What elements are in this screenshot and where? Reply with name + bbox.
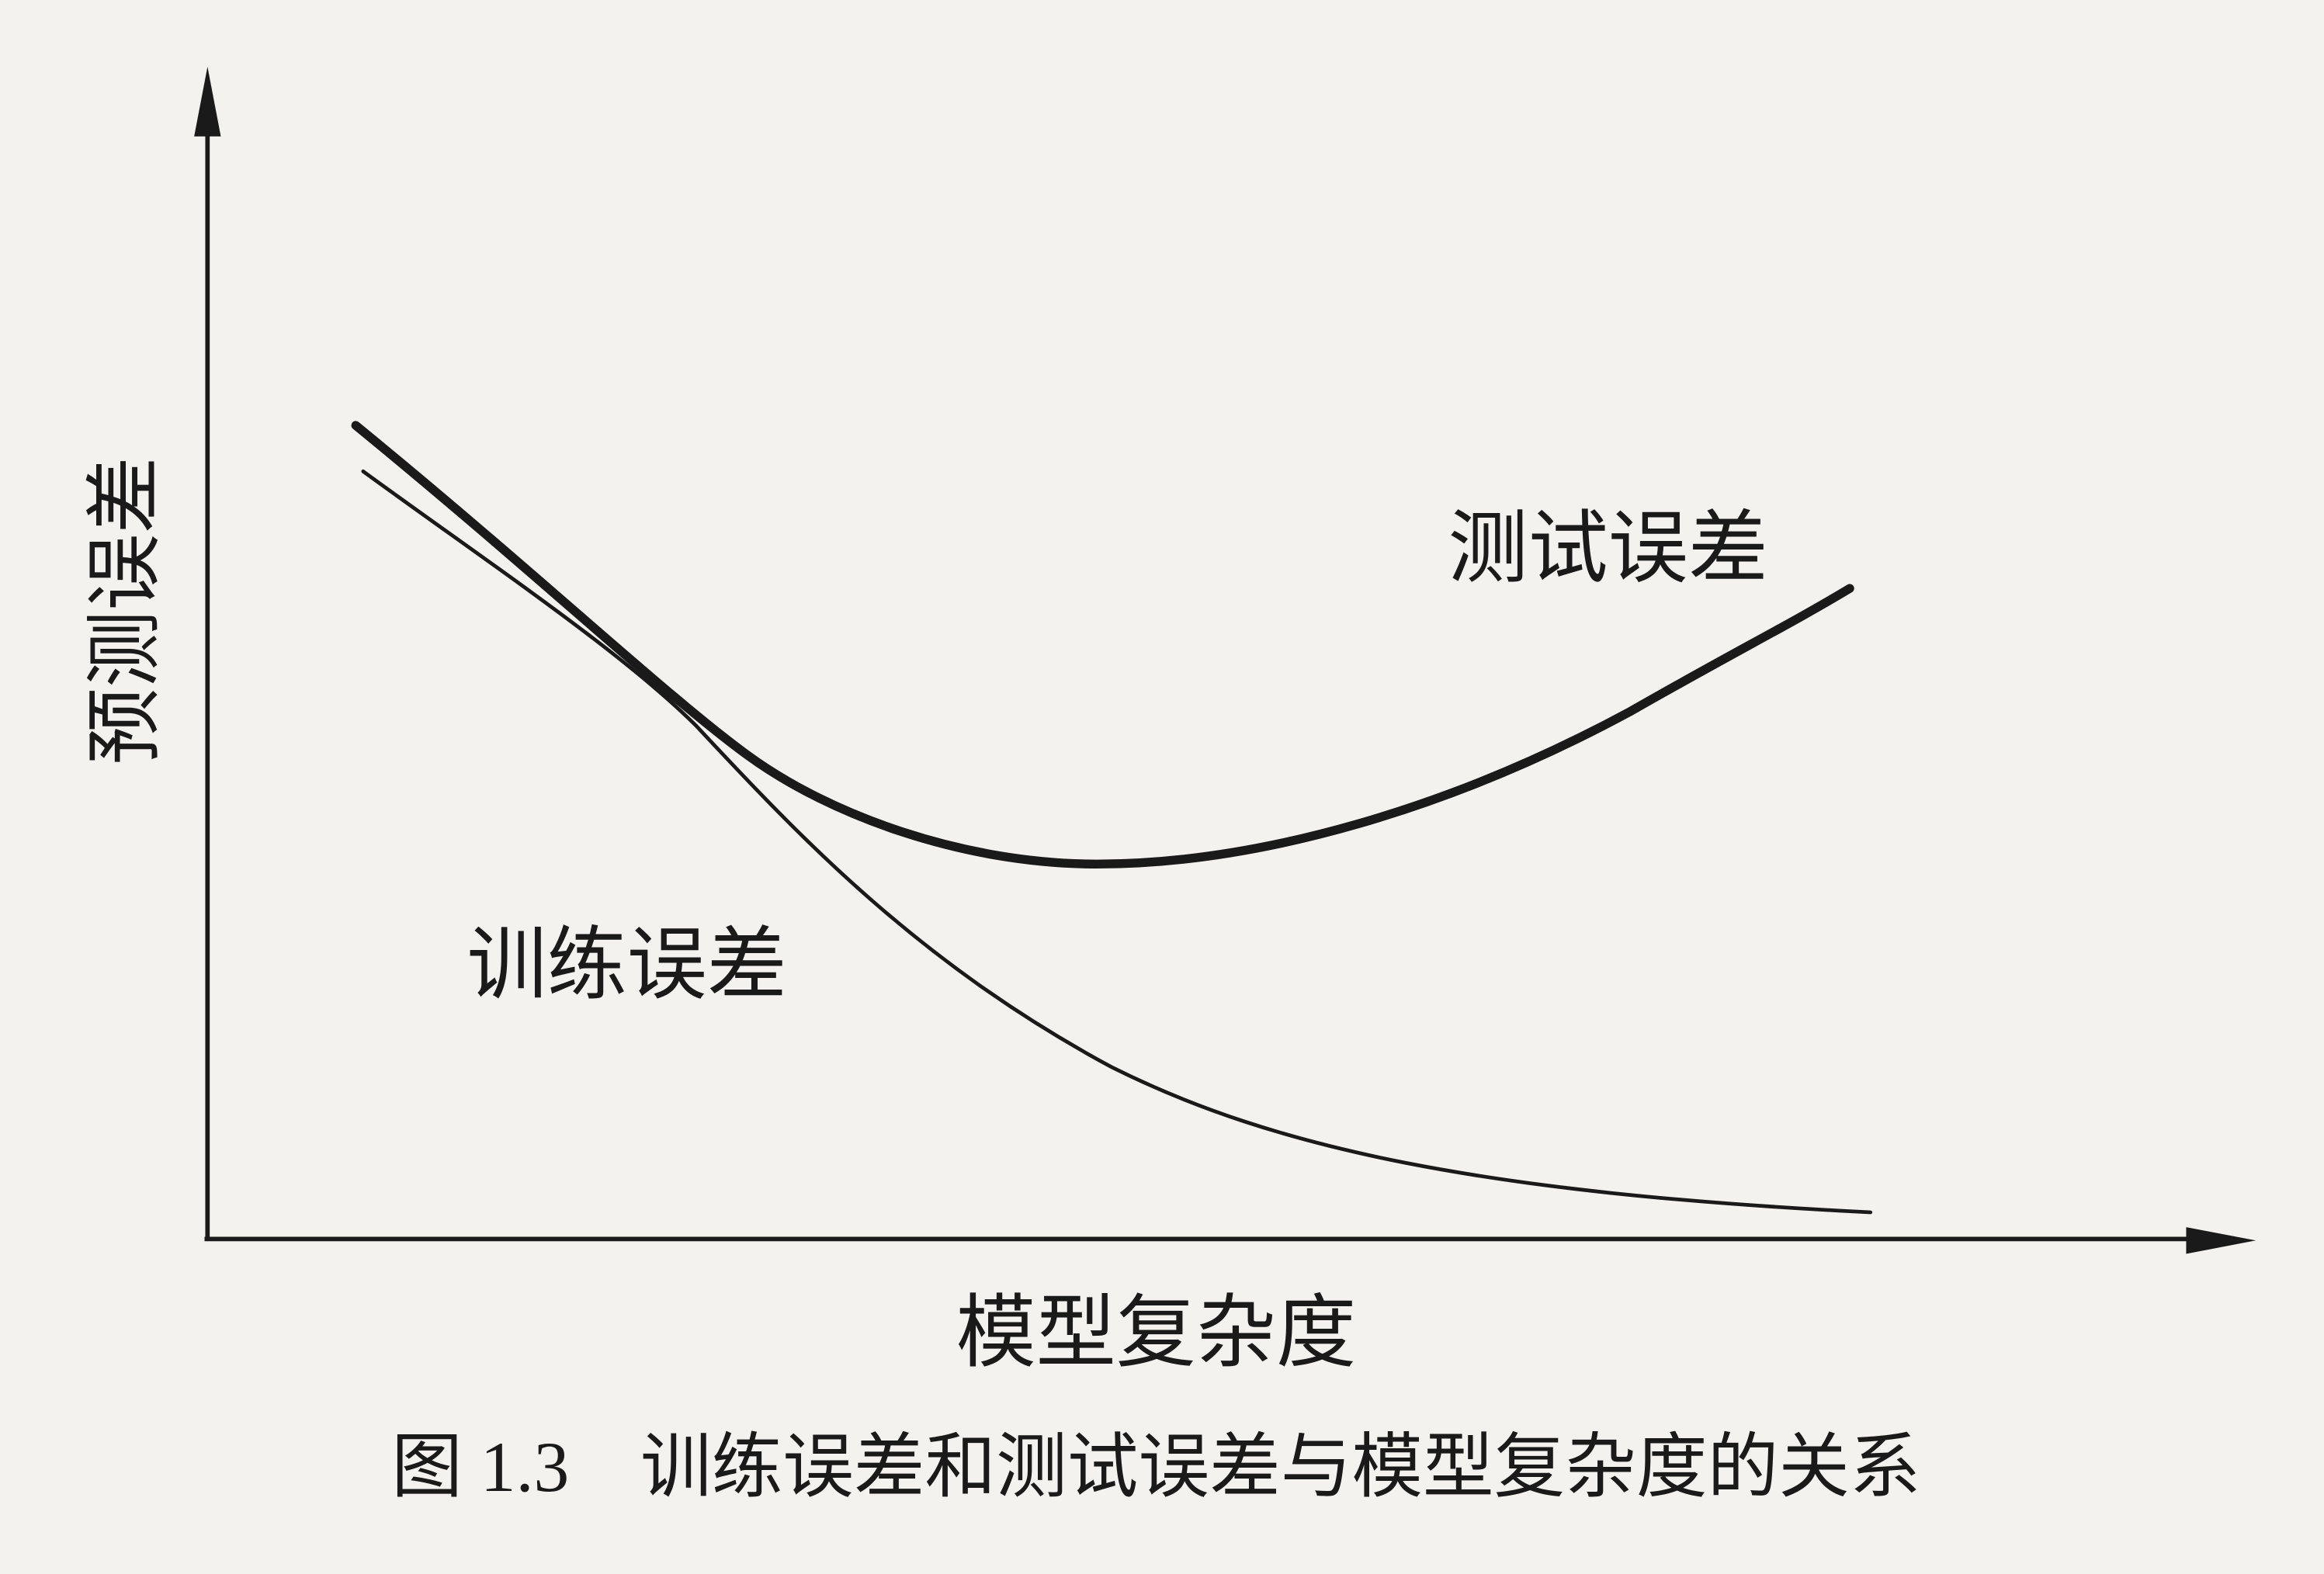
train-error-curve (361, 469, 1873, 1215)
curve-label: 测试误差 (1448, 505, 1768, 594)
y-axis-label: 预测误差 (84, 456, 168, 764)
caption: 图 1.3 训练误差和测试误差与模型复杂度的关系 (391, 1427, 1920, 1506)
x-axis-label: 模型复杂度 (956, 1289, 1356, 1378)
x-axis-arrow (2186, 1227, 2256, 1254)
curve-label: 训练误差 (467, 921, 786, 1010)
y-axis-arrow (194, 67, 221, 137)
test-error-curve (351, 421, 1854, 869)
